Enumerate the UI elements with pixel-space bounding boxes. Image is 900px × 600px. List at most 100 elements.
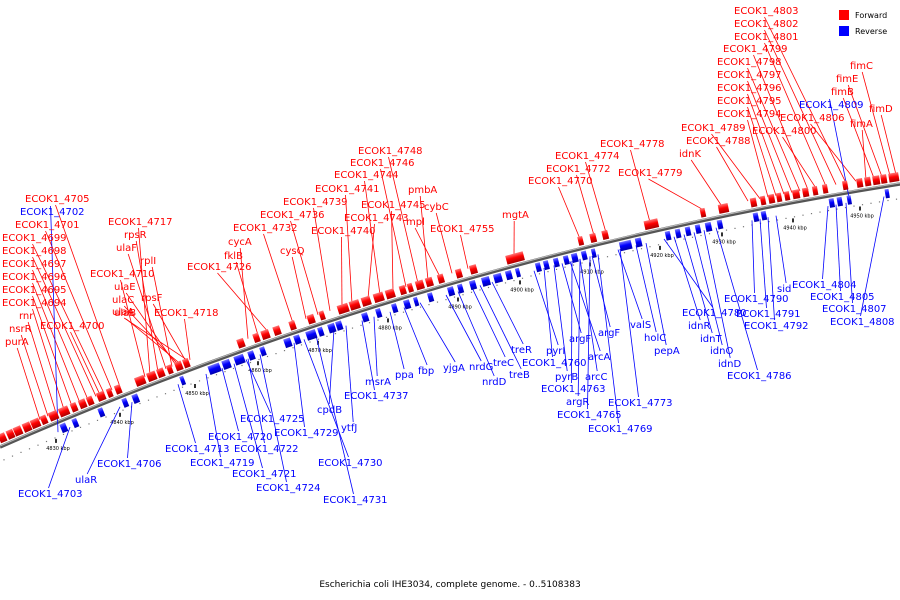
tick-dot: [79, 426, 82, 428]
reverse-leader-line: [751, 220, 755, 294]
forward-leader-line: [16, 347, 41, 420]
forward-gene: [717, 203, 730, 214]
forward-leader-line: [716, 146, 749, 202]
genome-backbone: [0, 182, 900, 449]
forward-leader-line: [235, 261, 259, 336]
forward-gene: [414, 279, 425, 291]
reverse-gene-label: ECOK1_4730: [318, 458, 383, 469]
forward-gene: [133, 374, 147, 387]
tick-dot: [895, 198, 898, 200]
scale-tick-label: 4880 kbp: [378, 325, 402, 331]
reverse-gene-label: ECOK1_4786: [727, 371, 792, 382]
reverse-gene: [390, 303, 399, 314]
reverse-gene: [846, 195, 853, 205]
forward-gene: [77, 398, 88, 410]
reverse-gene: [514, 267, 522, 278]
forward-gene-label: ECOK1_4789: [681, 123, 746, 134]
tick-dot: [717, 231, 719, 233]
forward-gene-label: ECOK1_4799: [723, 44, 788, 55]
reverse-gene-label: treC: [493, 358, 514, 369]
reverse-gene-label: idnT: [700, 334, 722, 345]
forward-leader-line: [747, 93, 785, 195]
forward-gene: [872, 175, 881, 186]
reverse-gene: [179, 375, 187, 386]
scale-tick-mark: [119, 412, 121, 417]
forward-leader-line: [388, 156, 419, 284]
tick-dot: [156, 396, 158, 398]
tick-dot: [122, 409, 124, 411]
reverse-leader-line: [403, 307, 428, 366]
reverse-leader-line: [205, 373, 221, 458]
reverse-gene: [468, 279, 478, 291]
tick-dot: [725, 229, 728, 231]
reverse-gene-label: ECOK1_4720: [208, 432, 273, 443]
tick-dot: [11, 455, 14, 457]
forward-gene: [699, 207, 707, 218]
reverse-leader-line: [860, 196, 885, 317]
reverse-gene: [131, 393, 141, 404]
tick-dot: [538, 273, 541, 275]
forward-gene: [791, 189, 801, 200]
reverse-leader-line: [373, 316, 378, 377]
legend-reverse-label: Reverse: [855, 27, 887, 36]
tick-dot: [700, 234, 702, 237]
reverse-leader-line: [597, 254, 619, 424]
forward-leader-line: [782, 136, 817, 189]
tick-dot: [377, 319, 379, 321]
reverse-gene: [305, 329, 318, 341]
forward-leader-line: [217, 272, 269, 332]
forward-leader-line: [152, 303, 187, 362]
forward-gene-label: rnr: [19, 311, 34, 322]
tick-dot: [334, 333, 337, 335]
reverse-gene-label: idnO: [710, 346, 733, 357]
scale-tick-mark: [659, 245, 661, 250]
forward-gene-label: ECOK1_4700: [40, 321, 105, 332]
tick-dot: [105, 416, 107, 418]
tick-dot: [360, 324, 362, 326]
reverse-gene-label: ECOK1_4763: [541, 384, 606, 395]
reverse-gene-label: ECOK1_4737: [344, 391, 409, 402]
forward-gene-label: cysQ: [280, 246, 305, 257]
forward-gene-label: ECOK1_4794: [717, 109, 782, 120]
reverse-gene: [361, 312, 370, 323]
tick-dot: [555, 268, 558, 270]
forward-gene: [69, 401, 79, 413]
scale-tick-mark: [55, 438, 57, 443]
forward-leader-line: [341, 236, 343, 307]
forward-gene-label: ECOK1_4718: [154, 308, 219, 319]
reverse-gene: [59, 422, 69, 434]
reverse-gene: [71, 417, 80, 429]
reverse-leader-line: [845, 202, 853, 304]
tick-dot: [343, 330, 345, 332]
forward-gene-label: ECOK1_4795: [717, 96, 782, 107]
forward-gene-label: ulaC: [112, 295, 134, 306]
tick-dot: [657, 244, 660, 246]
forward-gene-label: ECOK1_4796: [717, 83, 782, 94]
reverse-leader-line: [48, 426, 71, 489]
tick-dot: [326, 335, 328, 337]
tick-dot: [181, 386, 184, 388]
forward-gene-label: ECOK1_4697: [2, 259, 67, 270]
reverse-gene: [580, 250, 588, 261]
tick-dot: [54, 437, 56, 439]
forward-gene: [39, 414, 49, 426]
forward-leader-line: [138, 227, 151, 376]
forward-gene-label: ulaB: [114, 308, 136, 319]
tick-dot: [249, 361, 252, 364]
forward-gene: [318, 310, 326, 321]
reverse-gene-label: ECOK1_4721: [232, 469, 297, 480]
forward-leader-line: [290, 220, 319, 315]
forward-gene: [436, 273, 446, 284]
scale-tick-mark: [457, 297, 459, 302]
forward-gene: [29, 417, 42, 430]
forward-gene: [801, 187, 810, 198]
forward-gene: [260, 329, 271, 341]
forward-gene-label: ECOK1_4698: [2, 246, 67, 257]
reverse-gene-label: ECOK1_4706: [97, 459, 162, 470]
tick-dot: [232, 367, 235, 370]
reverse-gene-label: ECOK1_4791: [736, 309, 801, 320]
forward-leader-line: [380, 168, 407, 287]
reverse-leader-line: [767, 217, 775, 321]
reverse-gene: [247, 350, 256, 361]
tick-dot: [640, 248, 643, 250]
